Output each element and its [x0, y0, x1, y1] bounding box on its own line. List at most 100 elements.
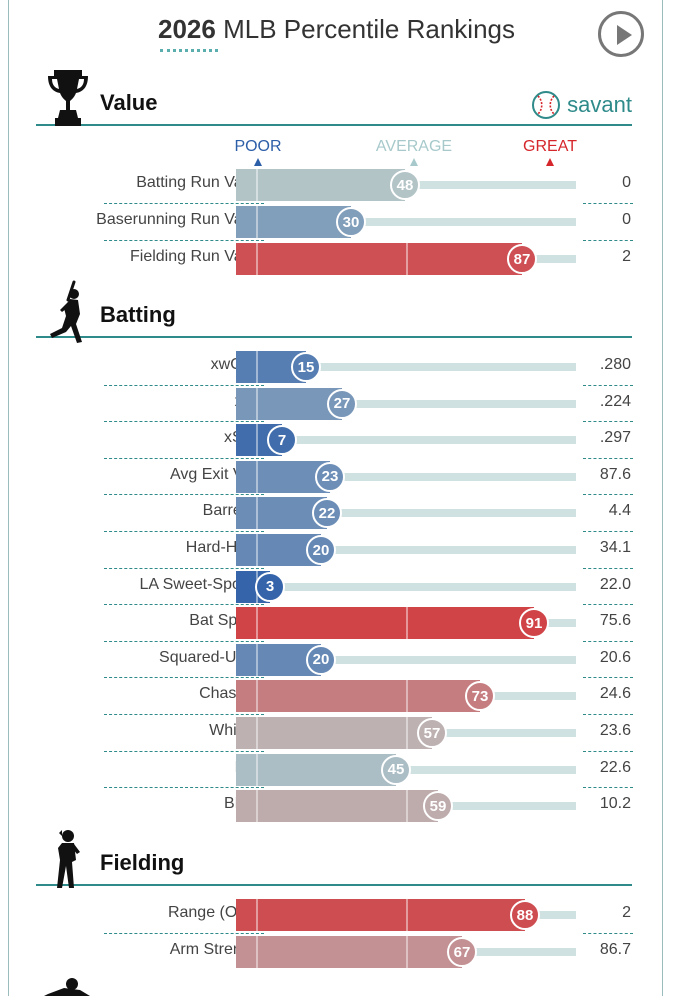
percentile-bar [236, 206, 351, 238]
row-divider [583, 531, 633, 532]
metric-row[interactable]: Bat Speed 91 75.6 [36, 604, 636, 642]
play-button[interactable] [598, 11, 644, 57]
percentile-track [236, 546, 576, 554]
runner-icon [44, 978, 90, 996]
card-frame [8, 0, 663, 996]
row-divider [583, 714, 633, 715]
bar-tick [256, 607, 258, 640]
savant-logo[interactable]: savant [531, 90, 632, 120]
percentile-badge: 23 [315, 461, 345, 492]
percentile-bar [236, 243, 522, 275]
metric-row[interactable]: Fielding Run Value 87 2 [36, 240, 636, 278]
percentile-badge: 73 [465, 681, 495, 712]
percentile-bar [236, 680, 480, 713]
metric-value: 22.0 [599, 575, 631, 593]
percentile-badge: 30 [336, 207, 366, 237]
row-divider [104, 531, 264, 532]
row-divider [583, 457, 633, 459]
bar-tick [256, 497, 258, 530]
percentile-bar [236, 460, 330, 493]
bar-tick [256, 243, 258, 275]
metric-row[interactable]: xBA27.224 [36, 384, 636, 423]
percentile-bar [236, 717, 432, 749]
section-title-fielding: Fielding [100, 850, 185, 875]
metric-value: 20.6 [599, 648, 631, 666]
metric-value: 10.2 [599, 795, 631, 813]
row-divider [104, 494, 264, 496]
bar-tick [406, 607, 408, 640]
metric-row[interactable]: Avg Exit Velo 23 87.6 [36, 457, 636, 496]
row-divider [104, 933, 264, 934]
percentile-badge: 57 [417, 718, 447, 748]
percentile-bar [236, 936, 462, 968]
percentile-track [236, 509, 576, 518]
metric-row[interactable]: Chase % 73 24.6 [36, 677, 636, 715]
bar-tick [256, 680, 258, 713]
bar-tick [406, 899, 408, 931]
percentile-badge: 87 [507, 244, 537, 274]
percentile-track [236, 218, 576, 226]
metric-value: .297 [599, 429, 631, 447]
metric-label: LA Sweet-Spot % [139, 575, 264, 593]
bar-tick [256, 753, 258, 786]
metric-value: 75.6 [599, 612, 631, 630]
play-icon [617, 25, 632, 45]
metric-row[interactable]: LA Sweet-Spot % 3 22.0 [36, 567, 636, 606]
row-divider [583, 421, 633, 423]
metric-value: 2 [622, 904, 631, 921]
metric-row[interactable]: Baserunning Run Value 30 0 [36, 203, 636, 241]
section-header-fielding: Fielding [36, 828, 632, 888]
bar-tick [256, 206, 258, 238]
row-divider [583, 640, 633, 642]
metric-value: 23.6 [599, 722, 631, 739]
metric-row[interactable]: Squared-Up % 20 20.6 [36, 640, 636, 679]
row-divider [104, 203, 264, 204]
bar-tick [256, 717, 258, 749]
section-title-batting: Batting [100, 302, 176, 327]
bar-tick [256, 169, 258, 201]
metric-row[interactable]: Barrel % 22 4.4 [36, 494, 636, 532]
percentile-badge: 67 [447, 937, 477, 967]
scale-label-average: AVERAGE [374, 138, 454, 166]
metric-row[interactable]: xwOBA15.280 [36, 349, 636, 386]
bar-tick [406, 243, 408, 275]
percentile-track [236, 472, 576, 481]
percentile-badge: 15 [291, 352, 321, 382]
bar-tick [256, 424, 258, 457]
section-header-value: Value savant [36, 66, 632, 126]
baseball-icon [532, 91, 561, 119]
row-divider [104, 421, 264, 423]
metric-row[interactable]: Arm Strength 67 86.7 [36, 933, 636, 971]
percentile-badge: 20 [306, 535, 336, 565]
up-arrow-icon [254, 158, 262, 166]
metric-row[interactable]: Hard-Hit % 20 34.1 [36, 531, 636, 569]
row-divider [583, 240, 633, 241]
percentile-badge: 27 [327, 388, 357, 419]
metric-value: 0 [622, 211, 631, 228]
fielder-icon [50, 828, 84, 895]
metric-row[interactable]: xSLG7.297 [36, 421, 636, 459]
percentile-badge: 3 [255, 571, 285, 602]
trophy-icon [46, 68, 90, 133]
row-divider [104, 567, 264, 569]
percentile-track [236, 399, 576, 408]
row-divider [104, 750, 264, 752]
bar-tick [256, 790, 258, 823]
metric-value: 87.6 [599, 465, 631, 483]
row-divider [583, 494, 633, 496]
bar-tick [256, 899, 258, 931]
metric-row[interactable]: Batting Run Value 48 0 [36, 167, 636, 204]
metric-row[interactable]: Range (OAA) 88 2 [36, 897, 636, 934]
row-divider [583, 750, 633, 752]
percentile-badge: 22 [312, 498, 342, 529]
bar-tick [256, 460, 258, 493]
metric-label: Batting Run Value [136, 174, 264, 191]
row-divider [104, 714, 264, 715]
row-divider [583, 384, 633, 386]
percentile-track [236, 582, 576, 591]
row-divider [104, 787, 264, 789]
metric-value: 0 [622, 174, 631, 191]
